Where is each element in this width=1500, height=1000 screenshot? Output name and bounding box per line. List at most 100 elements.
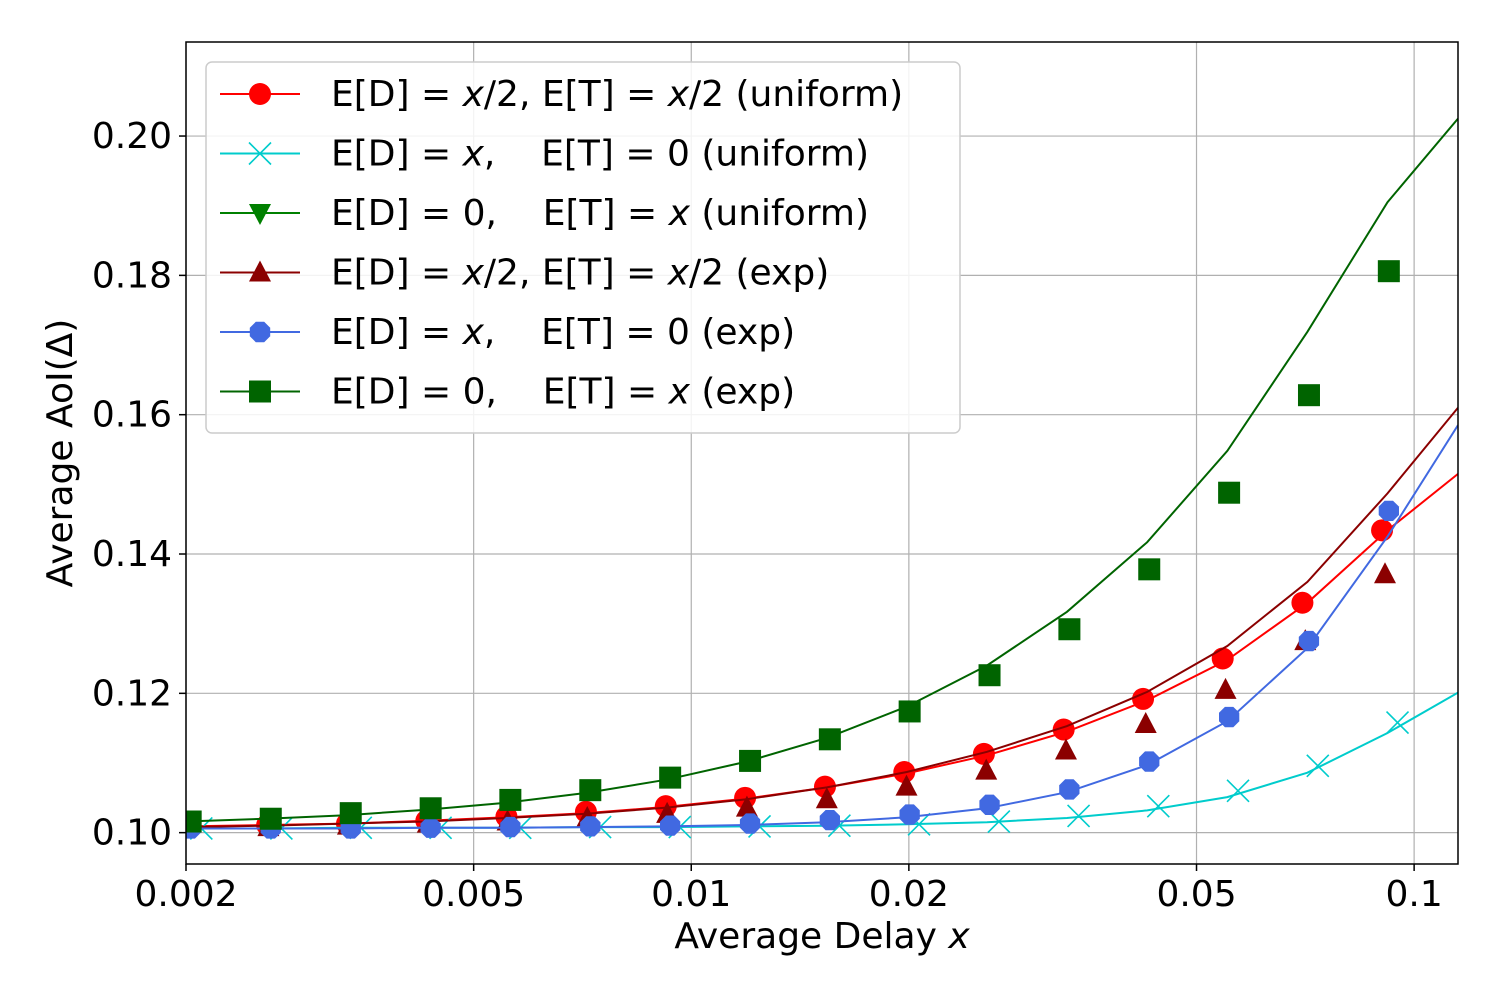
data-point — [819, 810, 840, 831]
legend-label-part: E[D] = — [331, 74, 463, 115]
data-point — [1218, 481, 1241, 504]
plot-area — [186, 117, 1458, 841]
data-point — [815, 787, 838, 809]
y-axis-label: Average AoI(Δ) — [40, 319, 81, 588]
legend-label-part: x — [668, 193, 691, 234]
legend-label-part: E[D] = — [331, 134, 463, 175]
y-tick-label: 0.10 — [92, 813, 172, 854]
data-point — [1219, 706, 1240, 728]
data-point — [975, 758, 998, 780]
data-point — [1291, 591, 1314, 614]
data-point — [1377, 260, 1400, 283]
data-point — [739, 749, 762, 772]
data-point — [419, 797, 442, 820]
legend-marker — [249, 321, 271, 343]
data-point — [1214, 677, 1237, 699]
data-point — [739, 813, 761, 834]
data-point — [499, 788, 522, 811]
y-tick-label: 0.20 — [92, 116, 172, 157]
data-point — [500, 816, 521, 838]
legend-marker — [249, 380, 271, 403]
legend-label: E[D] = x/2, E[T] = x/2 (uniform) — [331, 74, 903, 115]
data-point — [1297, 384, 1320, 407]
data-point — [420, 817, 441, 838]
data-point — [1067, 804, 1091, 828]
data-point — [1371, 519, 1394, 542]
data-point — [660, 815, 681, 836]
data-point — [1298, 630, 1320, 652]
x-tick-label: 0.05 — [1156, 874, 1236, 915]
legend-label: E[D] = x/2, E[T] = x/2 (exp) — [331, 253, 829, 294]
legend-marker — [249, 83, 271, 105]
data-point — [1134, 711, 1157, 733]
legend-box — [205, 61, 961, 434]
legend-item: E[D] = x, E[T] = 0 (exp) — [220, 312, 795, 353]
data-point — [1146, 794, 1170, 818]
legend-label-part: x — [462, 74, 485, 115]
series-5 — [186, 117, 1458, 833]
legend-label-part: /2 (uniform) — [689, 74, 903, 115]
data-point — [735, 795, 758, 817]
data-point — [579, 779, 602, 802]
y-axis: 0.10 0.12 0.14 0.16 0.18 0.20 — [92, 116, 186, 854]
data-point — [979, 794, 1000, 815]
data-point — [659, 766, 682, 789]
x-tick-label: 0.1 — [1385, 874, 1442, 915]
legend-label-part: /2, E[T] = — [484, 74, 668, 115]
legend-label-part: E[D] = 0, E[T] = — [331, 193, 669, 234]
legend-label-part: /2 (exp) — [689, 253, 829, 294]
data-point — [978, 664, 1001, 687]
legend-label-part: x — [668, 372, 691, 413]
x-tick-label: 0.002 — [134, 874, 237, 915]
legend-item: E[D] = 0, E[T] = x (uniform) — [220, 193, 869, 234]
legend-label-part: x — [667, 253, 690, 294]
x-axis-label: Average Delay x — [674, 916, 970, 957]
legend-label-part: x — [462, 253, 485, 294]
legend-label-part: x — [667, 74, 690, 115]
data-point — [1373, 562, 1396, 584]
data-point — [1059, 779, 1080, 800]
legend-label: E[D] = 0, E[T] = x (uniform) — [331, 193, 869, 234]
data-point — [899, 804, 920, 825]
legend-item: E[D] = 0, E[T] = x (exp) — [220, 372, 795, 413]
legend-label-part: E[D] = — [331, 312, 463, 353]
data-point — [1054, 738, 1077, 760]
legend-label-part: , E[T] = 0 (exp) — [484, 312, 795, 353]
legend-label-part: x — [462, 134, 485, 175]
x-axis: 0.002 0.005 0.01 0.02 0.05 0.1 — [134, 864, 1443, 915]
data-point — [1052, 718, 1075, 741]
x-tick-label: 0.005 — [422, 874, 525, 915]
legend-label-part: /2, E[T] = — [484, 253, 668, 294]
data-point — [898, 700, 921, 723]
data-point — [1058, 618, 1081, 641]
x-tick-label: 0.02 — [869, 874, 949, 915]
legend-label: E[D] = 0, E[T] = x (exp) — [331, 372, 795, 413]
y-tick-label: 0.14 — [92, 534, 172, 575]
data-point — [186, 810, 202, 833]
data-point — [972, 742, 995, 765]
data-point — [580, 816, 601, 837]
data-point — [1139, 751, 1160, 772]
data-point — [1226, 779, 1250, 803]
data-point — [818, 728, 841, 751]
legend-marker — [249, 260, 271, 282]
legend-marker — [249, 204, 271, 225]
data-point — [1132, 687, 1155, 710]
y-tick-label: 0.16 — [92, 395, 172, 436]
data-point — [259, 807, 282, 830]
legend-item: E[D] = x/2, E[T] = x/2 (uniform) — [220, 74, 903, 115]
legend-item: E[D] = x, E[T] = 0 (uniform) — [220, 134, 869, 175]
legend-label-part: (exp) — [690, 372, 795, 413]
data-point — [339, 802, 362, 825]
legend-marker — [248, 141, 272, 166]
data-point — [1138, 558, 1161, 581]
data-point — [1211, 647, 1234, 670]
legend-label-part: (uniform) — [690, 193, 869, 234]
x-axis-label-text: Average Delay — [674, 916, 948, 957]
legend-label-part: , E[T] = 0 (uniform) — [484, 134, 869, 175]
data-point — [1306, 754, 1330, 778]
legend: E[D] = x/2, E[T] = x/2 (uniform)E[D] = x… — [205, 61, 961, 434]
x-axis-label-variable: x — [947, 916, 970, 957]
legend-label-part: x — [462, 312, 485, 353]
